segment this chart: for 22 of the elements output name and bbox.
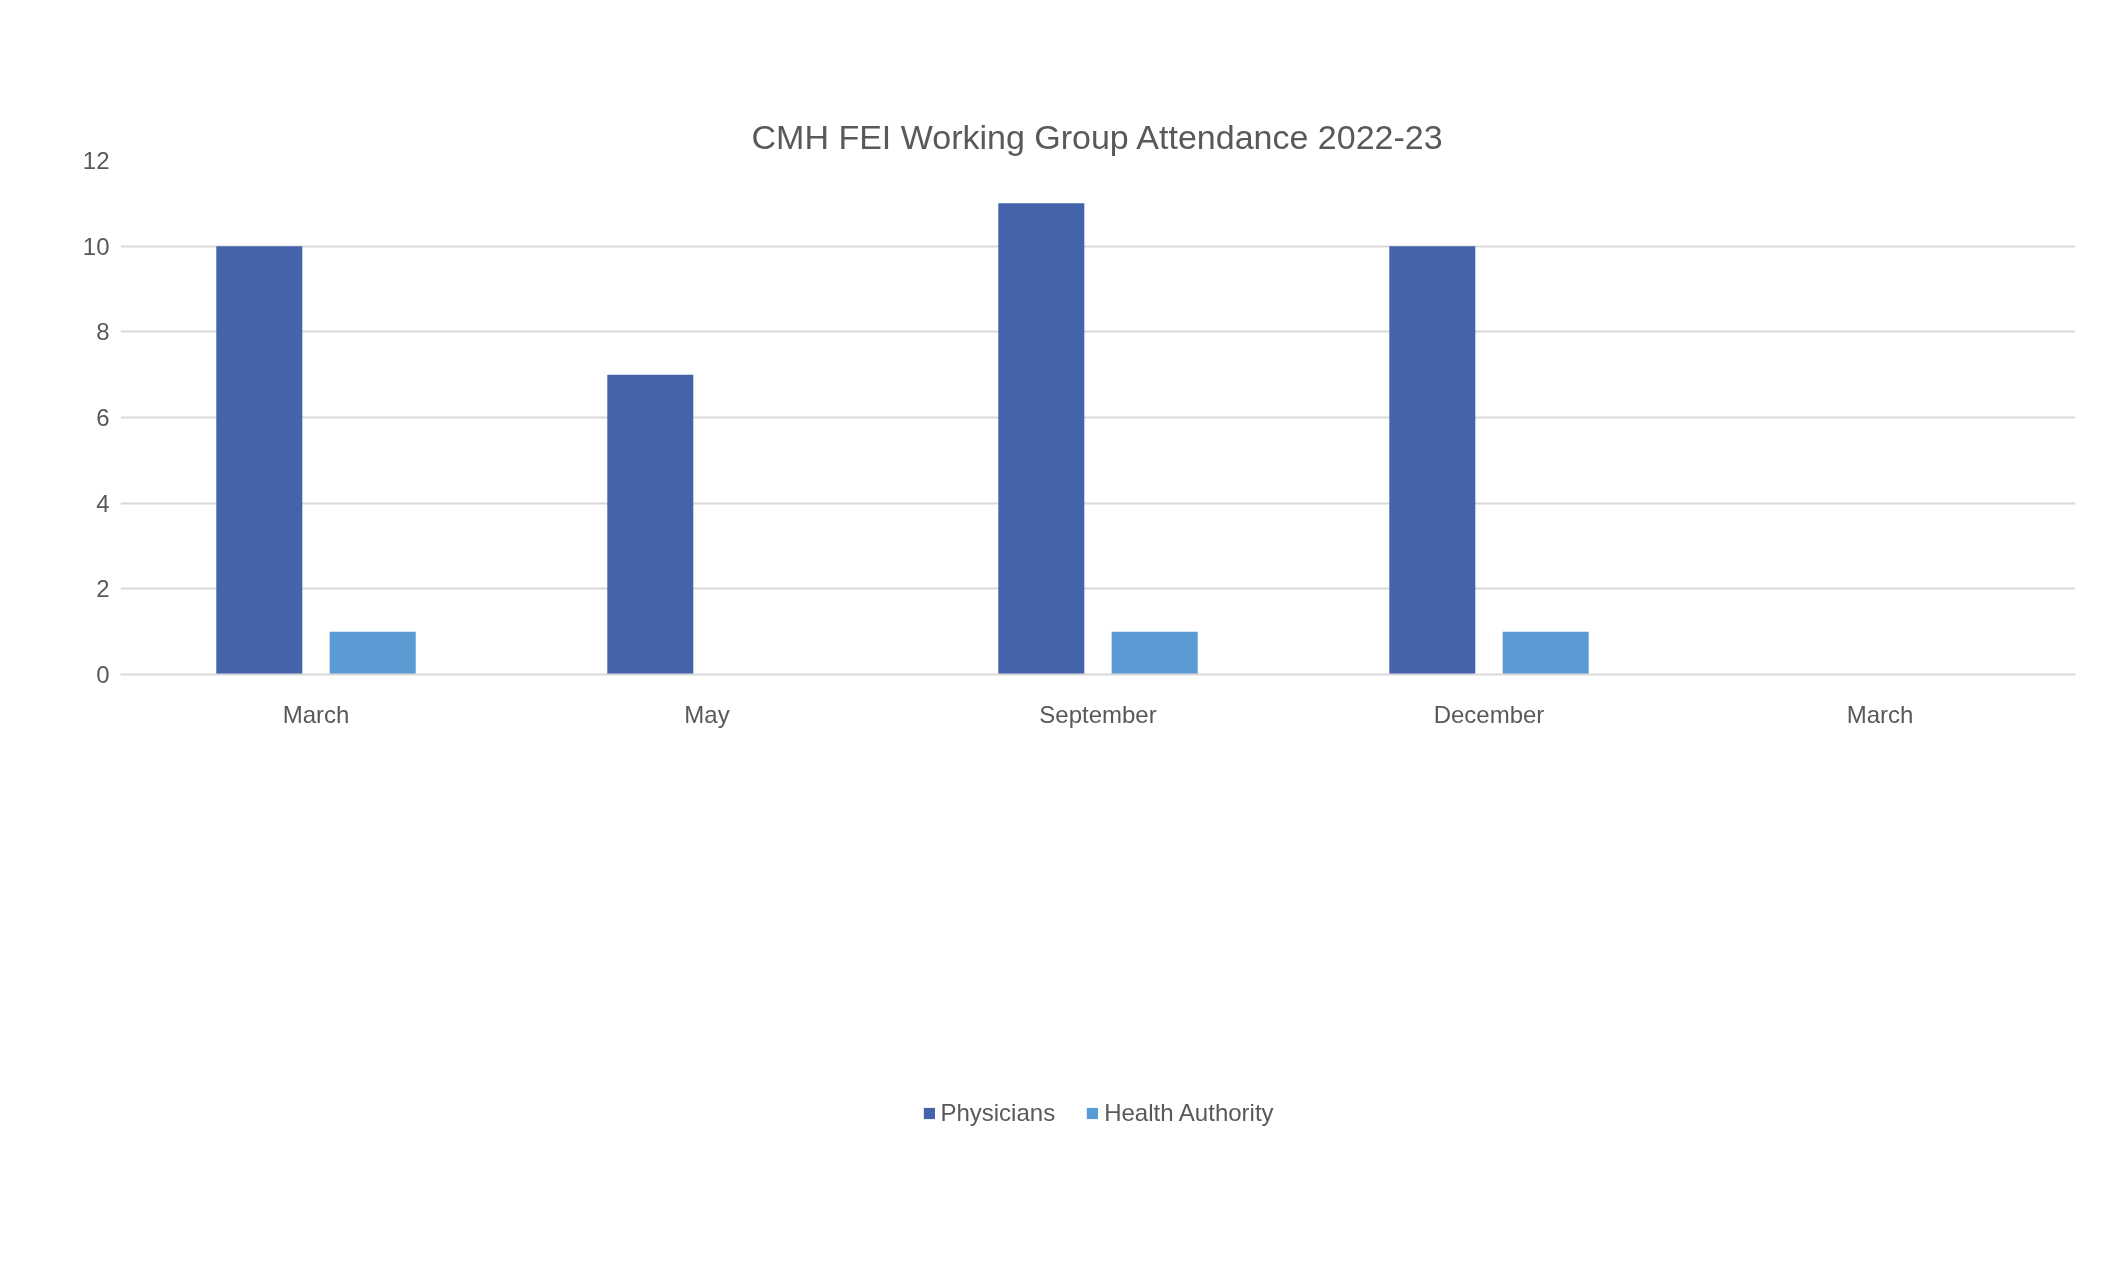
bar: [1111, 631, 1198, 675]
x-tick-label: May: [684, 700, 730, 728]
bar: [1502, 631, 1589, 675]
bar: [607, 374, 694, 675]
y-tick-label: 8: [96, 318, 110, 346]
x-tick-label: September: [1039, 700, 1157, 728]
bar: [216, 246, 303, 675]
y-tick-label: 10: [82, 232, 110, 260]
bar: [329, 631, 416, 675]
y-tick-label: 6: [96, 404, 110, 431]
y-tick-label: 12: [82, 147, 110, 174]
chart-title: CMH FEI Working Group Attendance 2022-23: [751, 117, 1443, 156]
y-tick-label: 4: [96, 489, 110, 517]
x-tick-label: December: [1433, 700, 1545, 728]
legend-label: Physicians: [940, 1099, 1056, 1127]
x-tick-label: March: [282, 700, 350, 728]
y-tick-label: 2: [96, 575, 110, 603]
bar: [998, 203, 1085, 675]
bar: [1389, 246, 1476, 675]
y-tick-label: 0: [96, 661, 110, 688]
x-tick-label: March: [1846, 700, 1914, 728]
legend-label: Health Authority: [1104, 1099, 1274, 1127]
